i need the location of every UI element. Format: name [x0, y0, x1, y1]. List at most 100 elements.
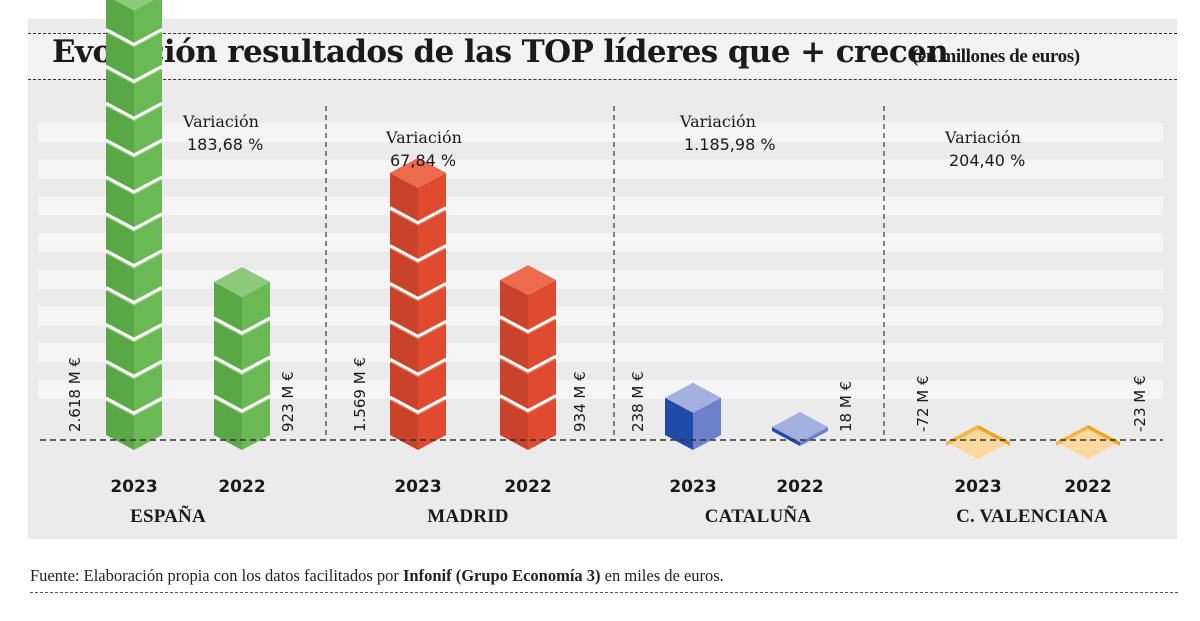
- variation-value: 67,84 %: [390, 151, 456, 170]
- bar-block-left-face: [500, 398, 528, 450]
- bar-block-right-face: [528, 398, 556, 450]
- variation-label: Variación: [679, 112, 756, 131]
- bar-block-right-face: [134, 401, 162, 450]
- region-label: MADRID: [427, 506, 508, 527]
- block-gap: [213, 394, 271, 413]
- bar-block-left-face: [390, 400, 418, 450]
- region-label: ESPAÑA: [130, 505, 206, 527]
- block-gap: [105, 286, 163, 305]
- bar-block-left-face: [772, 427, 800, 446]
- source-divider: [30, 592, 1178, 593]
- bar-block-top-face: [214, 267, 270, 297]
- bar-cataluna-2023: [665, 382, 721, 450]
- bar-block-right-face: [134, 0, 162, 45]
- value-label: -23 M €: [1131, 375, 1149, 432]
- grid-stripe: [38, 379, 1163, 399]
- value-label: 238 M €: [629, 371, 647, 432]
- group-dividers: [325, 106, 885, 436]
- variation-value: 204,40 %: [949, 151, 1025, 170]
- grid-stripe: [38, 123, 1163, 142]
- bar-madrid-2023: [389, 157, 447, 450]
- year-label: 2022: [1064, 477, 1111, 497]
- block-gap: [389, 357, 447, 376]
- grid-stripe: [38, 306, 1163, 326]
- year-label: 2022: [218, 477, 265, 497]
- block-gap: [389, 282, 447, 301]
- block-gap: [213, 355, 271, 374]
- source-suffix: en miles de euros.: [600, 566, 724, 585]
- bar-cataluna-2022: [772, 412, 828, 446]
- chart-title: Evolución resultados de las TOP líderes …: [52, 34, 949, 70]
- grid-stripe: [38, 233, 1163, 253]
- block-gap: [105, 212, 163, 231]
- bar-block-right-face: [242, 399, 270, 450]
- bar-block-top-face: [665, 382, 721, 413]
- bar-block-right-face: [800, 427, 828, 446]
- source-note: Fuente: Elaboración propia con los datos…: [30, 566, 724, 586]
- block-gap: [389, 320, 447, 339]
- year-label: 2023: [669, 477, 716, 497]
- value-label: 2.618 M €: [66, 357, 84, 432]
- bar-block-right-face: [693, 397, 721, 450]
- year-label: 2023: [954, 477, 1001, 497]
- variation-value: 183,68 %: [187, 135, 263, 154]
- block-gap: [105, 64, 163, 83]
- bar-espana-2023: [105, 0, 163, 450]
- grid-stripe: [38, 159, 1163, 179]
- block-gap: [389, 244, 447, 263]
- bars: [105, 0, 1120, 459]
- bar-block-left-face: [665, 397, 693, 450]
- block-gap: [105, 138, 163, 157]
- block-gap: [105, 396, 163, 415]
- title-bottom-divider: [28, 79, 1177, 80]
- region-label: C. VALENCIANA: [956, 506, 1108, 527]
- year-label: 2022: [504, 477, 551, 497]
- block-gap: [499, 354, 557, 373]
- value-label: 18 M €: [837, 381, 855, 432]
- block-gap: [105, 323, 163, 342]
- bar-block-left-face: [106, 401, 134, 450]
- background-stripes: [38, 123, 1163, 399]
- value-label: 923 M €: [279, 371, 297, 432]
- block-gap: [105, 28, 163, 47]
- variation-value: 1.185,98 %: [684, 135, 776, 154]
- labels: 2.618 M € 2023 923 M € 2022 Variación 183,68 …: [66, 112, 1149, 527]
- value-label: 934 M €: [571, 371, 589, 432]
- bar-block-top-face: [390, 157, 446, 188]
- bar-block-left-face: [106, 0, 134, 45]
- bar-block-right-face: [418, 400, 446, 450]
- block-gap: [499, 315, 557, 334]
- bar-tile-face: [946, 425, 1010, 459]
- title-top-divider: [28, 33, 1177, 34]
- block-gap: [499, 394, 557, 413]
- grid-stripe: [38, 269, 1163, 289]
- grid-stripe: [38, 343, 1163, 363]
- bar-valenciana-2022: [1056, 425, 1120, 459]
- block-gap: [389, 395, 447, 414]
- source-bold: Infonif (Grupo Economía 3): [402, 566, 601, 585]
- year-label: 2023: [394, 477, 441, 497]
- grid-stripe: [38, 196, 1163, 216]
- region-label: CATALUÑA: [705, 505, 812, 527]
- variation-label: Variación: [182, 112, 259, 131]
- bar-block-top-face: [500, 265, 556, 296]
- chart-subtitle: (en millones de euros): [912, 46, 1080, 67]
- bar-block-left-face: [214, 399, 242, 450]
- block-gap: [105, 101, 163, 120]
- block-gap: [105, 359, 163, 378]
- block-gap: [389, 206, 447, 225]
- value-label: -72 M €: [914, 375, 932, 432]
- variation-label: Variación: [944, 128, 1021, 147]
- block-gap: [105, 175, 163, 194]
- source-prefix: Fuente: Elaboración propia con los datos…: [30, 566, 403, 585]
- year-label: 2022: [776, 477, 823, 497]
- year-label: 2023: [110, 477, 157, 497]
- bar-tile-face: [1056, 425, 1120, 459]
- value-label: 1.569 M €: [351, 357, 369, 432]
- bar-valenciana-2023: [946, 425, 1010, 459]
- bar-block-top-face: [772, 412, 828, 442]
- bar-madrid-2022: [499, 265, 557, 450]
- block-gap: [105, 249, 163, 268]
- title-band: [28, 33, 1177, 79]
